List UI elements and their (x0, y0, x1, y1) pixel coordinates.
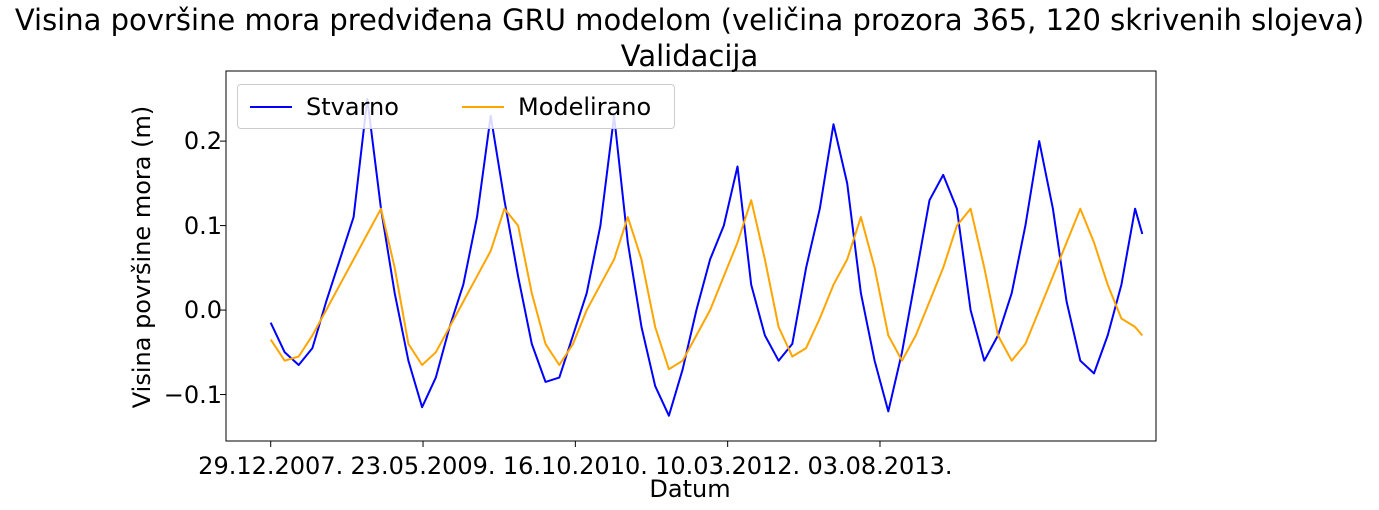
legend: Stvarno Modelirano (237, 84, 675, 129)
legend-item-stvarno: Stvarno (250, 85, 399, 128)
series-line-modelirano (269, 199, 1144, 371)
y-tick-label: −0.1 (163, 380, 222, 409)
y-tick-label: 0.2 (183, 127, 222, 156)
x-tick-label: 10.03.2012. (655, 452, 801, 480)
legend-swatch-modelirano (462, 105, 504, 108)
legend-label-modelirano: Modelirano (518, 92, 652, 121)
y-tick-label: 0.1 (183, 211, 222, 240)
y-tick-label: 0.0 (183, 296, 222, 325)
chart-title: Visina površine mora predviđena GRU mode… (14, 3, 1365, 37)
plot-frame (225, 70, 1157, 442)
series-line-stvarno (269, 97, 1144, 417)
chart-subtitle: Validacija (620, 39, 759, 73)
x-tick-label: 23.05.2009. (350, 452, 496, 480)
x-tick-label: 29.12.2007. (198, 452, 344, 480)
legend-item-modelirano: Modelirano (462, 85, 651, 128)
y-axis-label: Visina površine mora (m) (128, 105, 156, 409)
series-lines (269, 97, 1144, 417)
legend-label-stvarno: Stvarno (306, 92, 399, 121)
legend-swatch-stvarno (250, 105, 292, 108)
x-tick-label: 16.10.2010. (502, 452, 648, 480)
axis-ticks (220, 140, 881, 447)
x-tick-label: 03.08.2013. (807, 452, 953, 480)
x-axis-label: Datum (649, 475, 731, 503)
